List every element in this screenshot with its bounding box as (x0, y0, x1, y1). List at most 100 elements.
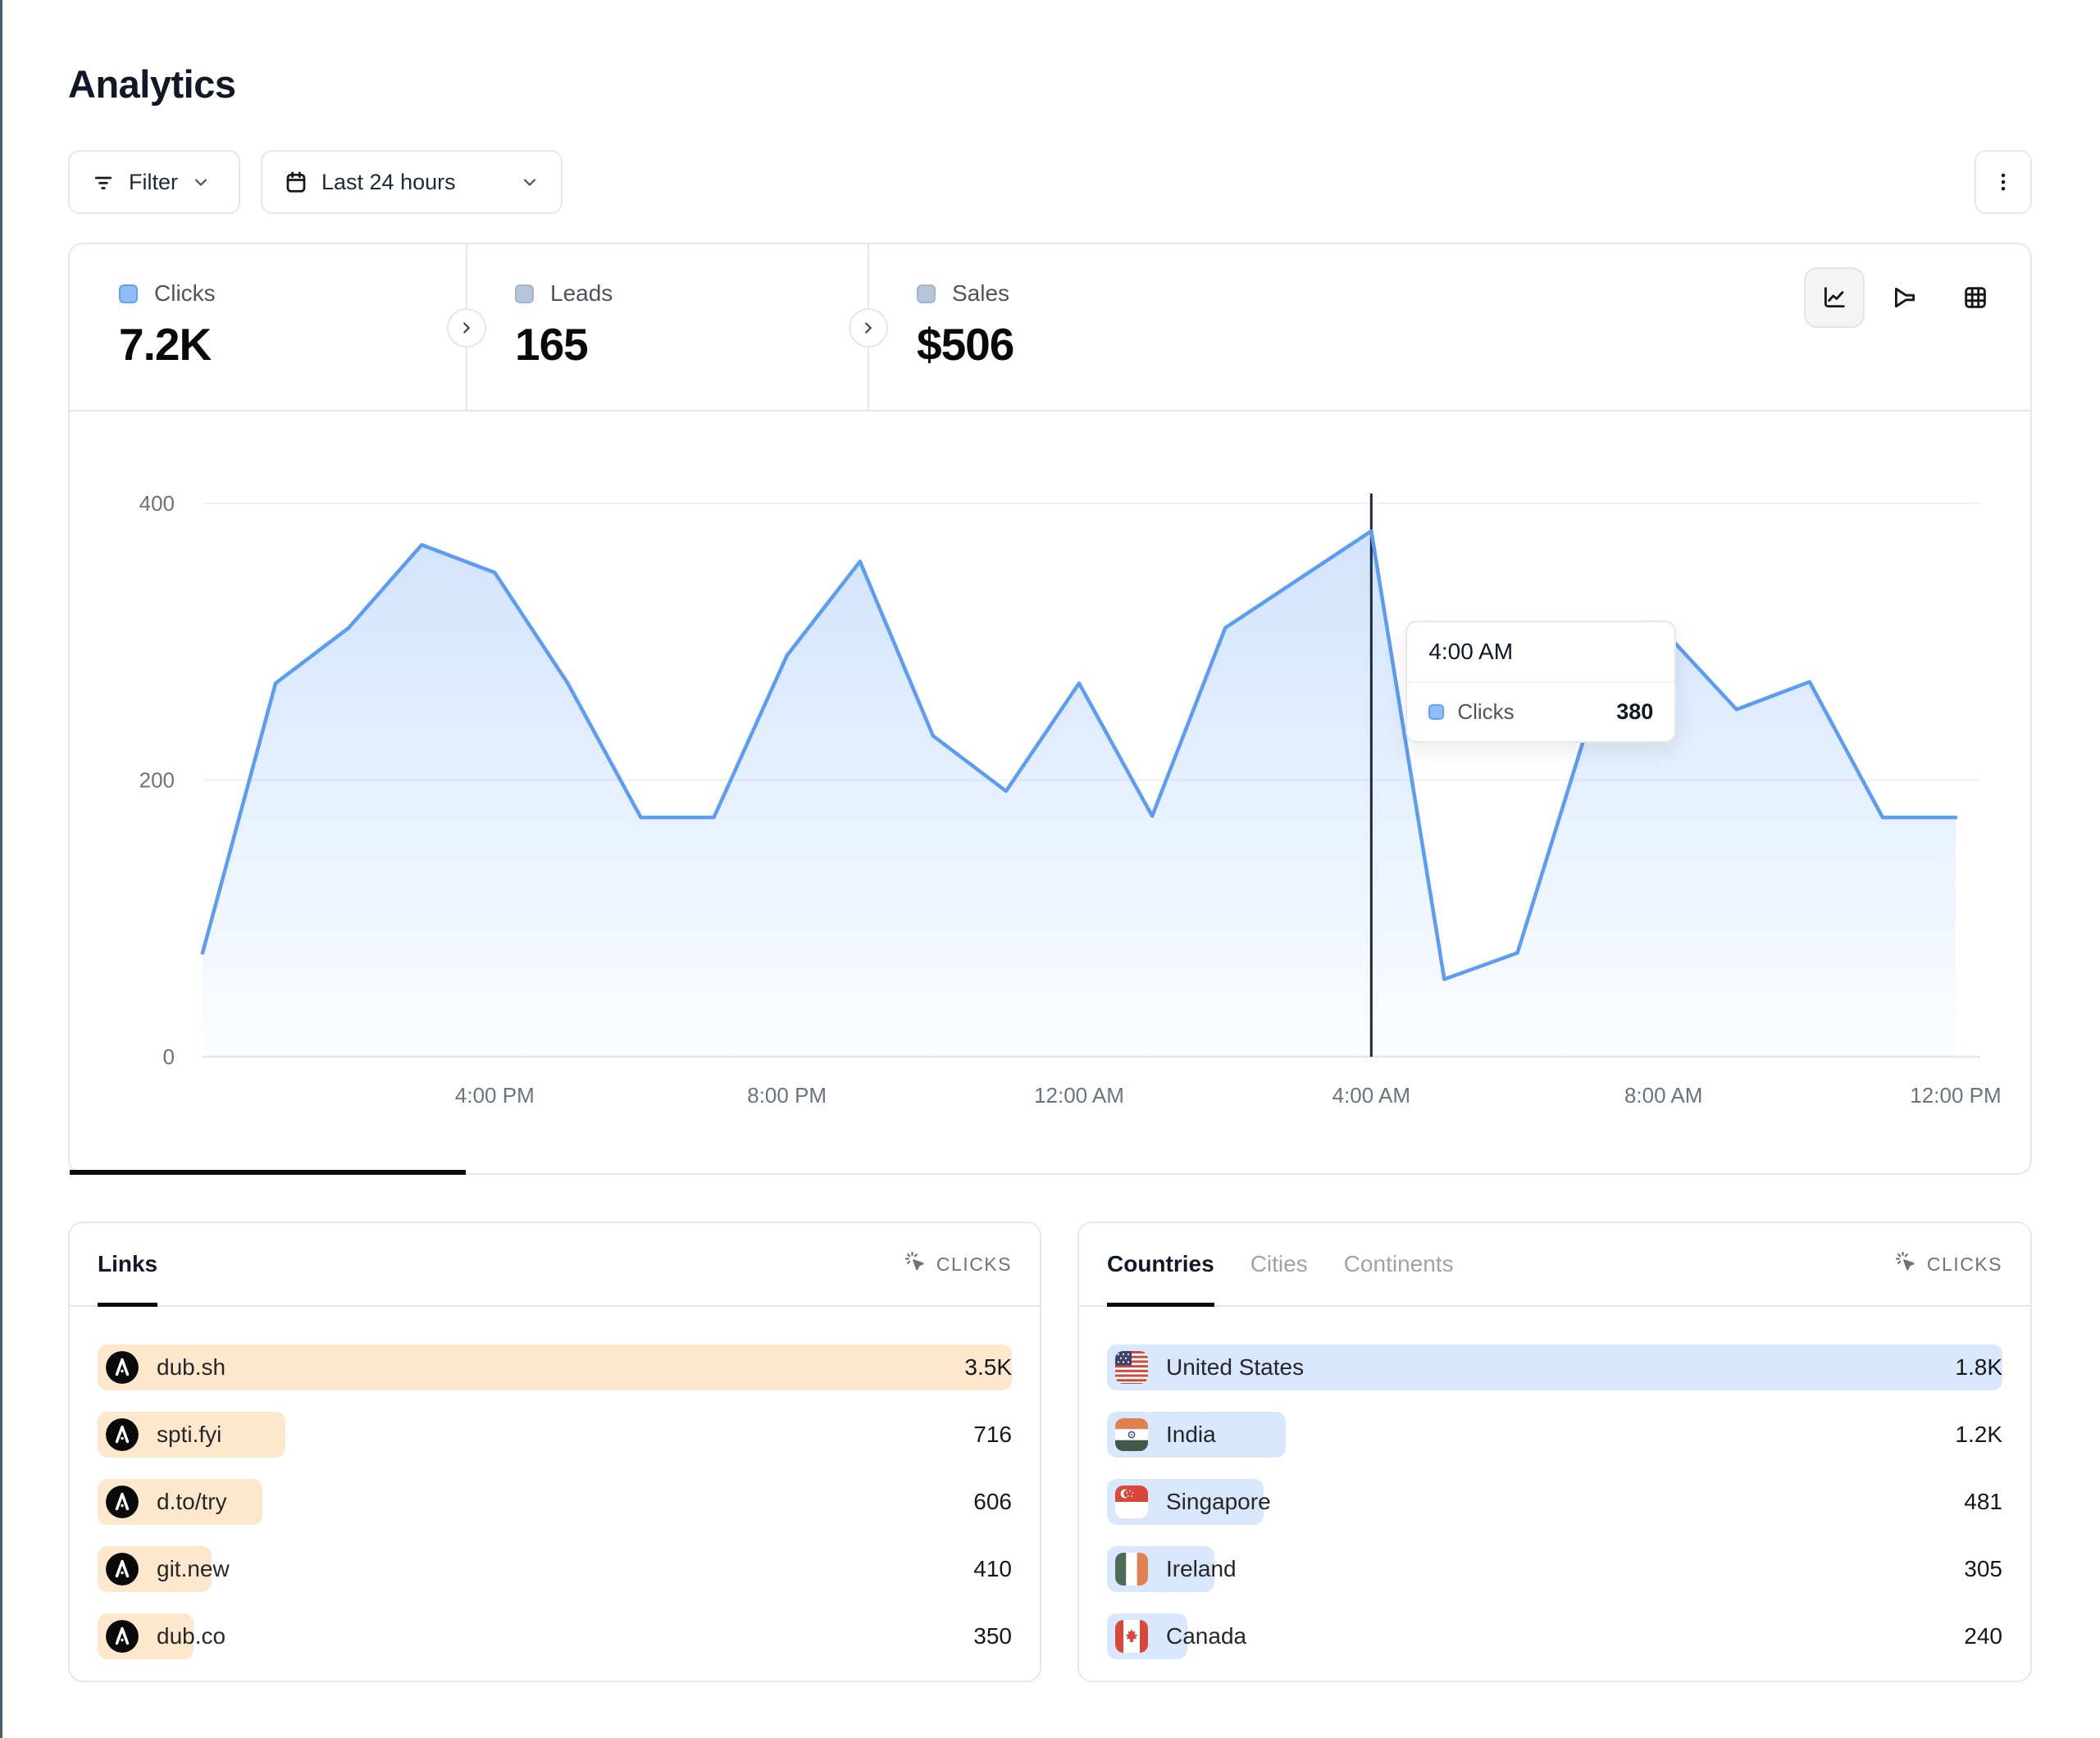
more-options-button[interactable] (1975, 150, 2032, 214)
sg-flag-icon (1115, 1485, 1148, 1518)
geo-panel-header: Countries Cities Continents CLICKS (1079, 1223, 2030, 1307)
tab-sales[interactable]: Sales $506 (868, 244, 1269, 412)
row-value: 240 (1964, 1623, 2002, 1649)
row-label: United States (1166, 1354, 1305, 1380)
date-range-button[interactable]: Last 24 hours (261, 150, 563, 214)
links-list: dub.sh 3.5K spti.fyi 716 d.to/try 606 git.new 4… (70, 1307, 1040, 1659)
geo-panel: Countries Cities Continents CLICKS Unite… (1077, 1222, 2032, 1682)
country-row[interactable]: Ireland 305 (1107, 1546, 2002, 1592)
tab-cities[interactable]: Cities (1250, 1251, 1308, 1276)
row-value: 350 (973, 1623, 1012, 1649)
dub-logo-icon (106, 1418, 139, 1451)
svg-text:0: 0 (163, 1044, 175, 1069)
row-value: 716 (973, 1422, 1012, 1447)
tab-countries[interactable]: Countries (1107, 1223, 1214, 1307)
row-label: Ireland (1166, 1556, 1237, 1581)
row-label: git.new (157, 1556, 230, 1581)
value-bar (98, 1344, 1012, 1390)
row-value: 1.8K (1955, 1354, 2002, 1380)
svg-text:12:00 PM: 12:00 PM (1910, 1083, 2001, 1108)
row-label: d.to/try (157, 1489, 227, 1514)
dub-logo-icon (106, 1485, 139, 1518)
cursor-click-icon (1894, 1250, 1917, 1278)
svg-text:8:00 AM: 8:00 AM (1624, 1083, 1702, 1108)
expand-leads-button[interactable] (447, 308, 486, 348)
left-edge-divider (0, 0, 2, 1738)
value-bar (1107, 1344, 2002, 1390)
chart-view-toggles (1804, 267, 2006, 328)
chevron-right-icon (865, 322, 872, 334)
cursor-click-icon (904, 1250, 927, 1278)
row-value: 305 (1964, 1556, 2002, 1581)
tab-leads[interactable]: Leads 165 (466, 244, 868, 412)
calendar-icon (284, 170, 308, 194)
row-value: 481 (1964, 1489, 2002, 1514)
tab-clicks[interactable]: Clicks 7.2K (70, 244, 466, 412)
table-view-button[interactable] (1945, 267, 2006, 328)
analytics-card: Clicks 7.2K Leads 165 (68, 243, 2032, 1175)
line-chart-view-button[interactable] (1804, 267, 1865, 328)
metric-tabs-row: Clicks 7.2K Leads 165 (70, 244, 2030, 412)
filter-button[interactable]: Filter (68, 150, 240, 214)
row-value: 606 (973, 1489, 1012, 1514)
us-flag-icon (1115, 1351, 1148, 1384)
row-label: India (1166, 1422, 1216, 1447)
tooltip-series-label: Clicks (1457, 699, 1515, 724)
row-value: 3.5K (964, 1354, 1012, 1380)
svg-text:4:00 PM: 4:00 PM (455, 1083, 535, 1108)
leads-legend-square-icon (515, 284, 534, 303)
row-label: spti.fyi (157, 1422, 222, 1447)
svg-text:8:00 PM: 8:00 PM (747, 1083, 827, 1108)
ca-flag-icon (1115, 1620, 1148, 1653)
country-row[interactable]: India 1.2K (1107, 1412, 2002, 1458)
in-flag-icon (1115, 1418, 1148, 1451)
tab-continents[interactable]: Continents (1343, 1251, 1454, 1276)
clicks-label: Clicks (154, 280, 216, 306)
links-panel-header: Links CLICKS (70, 1223, 1040, 1307)
link-row[interactable]: dub.co 350 (98, 1613, 1012, 1659)
country-row[interactable]: Singapore 481 (1107, 1479, 2002, 1525)
link-row[interactable]: git.new 410 (98, 1546, 1012, 1592)
ie-flag-icon (1115, 1553, 1148, 1586)
row-label: dub.sh (157, 1354, 226, 1380)
filter-label: Filter (129, 169, 178, 194)
country-row[interactable]: United States 1.8K (1107, 1344, 2002, 1390)
links-metric-chip[interactable]: CLICKS (904, 1250, 1012, 1278)
link-row[interactable]: d.to/try 606 (98, 1479, 1012, 1525)
geo-metric-chip[interactable]: CLICKS (1894, 1250, 2002, 1278)
countries-list: United States 1.8K India 1.2K Singapore 481 Ir… (1079, 1307, 2030, 1659)
tooltip-time: 4:00 AM (1407, 622, 1675, 683)
leads-label: Leads (550, 280, 613, 306)
row-label: Canada (1166, 1623, 1247, 1649)
clicks-legend-square-icon (119, 284, 138, 303)
dub-logo-icon (106, 1553, 139, 1586)
kebab-menu-icon (1991, 170, 2016, 194)
active-tab-underline (70, 1170, 466, 1175)
expand-sales-button[interactable] (849, 308, 888, 348)
chevron-down-icon (191, 172, 211, 192)
chevron-right-icon (463, 322, 470, 334)
geo-metric-label: CLICKS (1926, 1253, 2002, 1275)
row-label: dub.co (157, 1623, 226, 1649)
link-row[interactable]: spti.fyi 716 (98, 1412, 1012, 1458)
svg-text:400: 400 (139, 491, 175, 516)
line-chart-icon (1824, 287, 1845, 308)
tooltip-value: 380 (1616, 699, 1654, 724)
filter-icon (91, 170, 116, 194)
dub-logo-icon (106, 1620, 139, 1653)
svg-text:12:00 AM: 12:00 AM (1034, 1083, 1124, 1108)
clicks-time-series-chart[interactable]: 0 200 400 4:00 PM 8:00 PM 12:00 AM 4:00 AM 8:00… (70, 412, 2030, 1173)
links-panel: Links CLICKS dub.sh 3.5K spti.fyi 716 d.to/t… (68, 1222, 1041, 1682)
sales-legend-square-icon (917, 284, 936, 303)
link-row[interactable]: dub.sh 3.5K (98, 1344, 1012, 1390)
clicks-value: 7.2K (119, 319, 212, 370)
country-row[interactable]: Canada 240 (1107, 1613, 2002, 1659)
dub-logo-icon (106, 1351, 139, 1384)
area-chart-canvas[interactable]: 0 200 400 4:00 PM 8:00 PM 12:00 AM 4:00 AM 8:00… (70, 412, 2030, 1173)
links-metric-label: CLICKS (936, 1253, 1012, 1275)
tab-links[interactable]: Links (98, 1223, 158, 1307)
funnel-view-button[interactable] (1875, 267, 1935, 328)
sales-label: Sales (952, 280, 1010, 306)
page-title: Analytics (68, 62, 236, 106)
